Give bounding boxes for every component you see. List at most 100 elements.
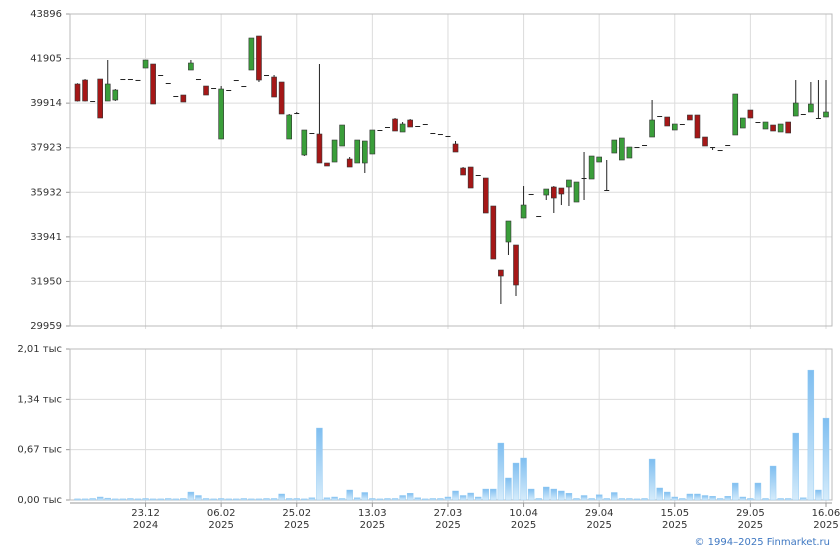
volume-bar [716, 498, 724, 501]
candle-body [369, 129, 376, 155]
candle-body [460, 167, 466, 176]
candle-body [467, 166, 474, 189]
candle-body [740, 117, 746, 129]
candle-body [543, 188, 550, 196]
x-tick-year: 2025 [435, 520, 460, 531]
candle-body [679, 124, 685, 126]
volume-bar [482, 488, 489, 501]
y-tick-label: 35932 [30, 187, 62, 198]
candle-body [664, 116, 671, 127]
x-tick-year: 2025 [360, 520, 385, 531]
candle-body [475, 175, 481, 177]
candle-body [286, 114, 292, 140]
y-tick-label: 31950 [30, 276, 62, 287]
volume-bar [96, 496, 104, 501]
candle-body [520, 204, 527, 219]
volume-bar [459, 495, 467, 501]
volume-bar [671, 496, 678, 501]
volume-bar [807, 369, 815, 501]
volume-bar [81, 498, 89, 501]
x-tick-label: 27.03 [434, 508, 463, 519]
candle-body [528, 194, 534, 196]
x-tick-label: 13.03 [358, 508, 387, 519]
volume-bar [633, 498, 641, 501]
volume-bar [626, 498, 633, 501]
candle-body [808, 103, 814, 113]
candle-body [498, 269, 504, 277]
candle-body [97, 78, 103, 119]
candle-body [581, 178, 587, 180]
volume-bar [535, 498, 542, 501]
candle-body [127, 79, 133, 81]
volume-bar [475, 496, 482, 501]
candle-body [211, 88, 217, 90]
volume-bar [74, 498, 81, 501]
volume-bar [497, 442, 505, 501]
volume-bar [686, 493, 694, 501]
candle-body [558, 187, 565, 195]
x-tick-year: 2025 [586, 520, 611, 531]
candle-body [399, 123, 406, 133]
y-tick-label: 43896 [30, 9, 62, 20]
candle-body [452, 143, 459, 153]
volume-bar [127, 498, 134, 501]
y-tick-label: 2,01 тыс [17, 344, 62, 355]
volume-bar [709, 496, 716, 501]
candle-body [294, 113, 300, 115]
candle-body [430, 133, 436, 135]
candle-body [445, 136, 451, 138]
volume-bar [104, 497, 111, 501]
volume-bar [792, 432, 799, 501]
y-tick-label: 29959 [30, 321, 62, 332]
volume-bar [467, 492, 474, 501]
volume-bar [134, 498, 142, 501]
volume-bar [724, 496, 731, 501]
candle-body [188, 62, 194, 71]
volume-bar [165, 498, 172, 501]
volume-bar [240, 498, 248, 501]
candle-body [104, 83, 111, 102]
candle-body [505, 220, 512, 243]
volume-bar [527, 488, 535, 501]
volume-bar [149, 498, 157, 501]
volume-bar [648, 458, 656, 501]
candle-body [158, 75, 164, 77]
x-tick-year: 2024 [133, 520, 158, 531]
candle-body [142, 59, 149, 69]
x-tick-year: 2025 [208, 520, 233, 531]
candle-body [770, 124, 776, 132]
volume-bar [391, 498, 399, 501]
x-tick-year: 2025 [284, 520, 309, 531]
candle-body [90, 101, 96, 103]
volume-bar [822, 417, 830, 501]
candle-body [248, 37, 255, 71]
candle-body [626, 146, 633, 159]
volume-bar [399, 495, 406, 501]
volume-bar [376, 498, 384, 501]
volume-bar [187, 491, 195, 501]
volume-bar [580, 495, 588, 501]
candle-body [823, 111, 829, 118]
volume-bar [550, 488, 558, 501]
volume-bar [195, 495, 202, 501]
volume-bar [119, 498, 127, 501]
volume-bar [293, 498, 300, 501]
volume-bar [331, 496, 338, 501]
volume-bar [769, 465, 777, 501]
y-tick-label: 0,67 тыс [17, 445, 62, 456]
candle-body [482, 177, 489, 214]
volume-bar [520, 457, 527, 501]
volume-bar [679, 498, 686, 501]
candle-body [710, 147, 716, 149]
candle-body [596, 156, 602, 163]
candle-body [573, 181, 580, 203]
plot-frame [69, 13, 833, 327]
candle-body [604, 190, 610, 192]
candle-body [755, 122, 761, 124]
volume-bar [323, 497, 331, 501]
x-tick-label: 15.05 [660, 508, 689, 519]
volume-bar [739, 496, 747, 501]
volume-bar [747, 498, 754, 501]
volume-bar [157, 498, 164, 501]
